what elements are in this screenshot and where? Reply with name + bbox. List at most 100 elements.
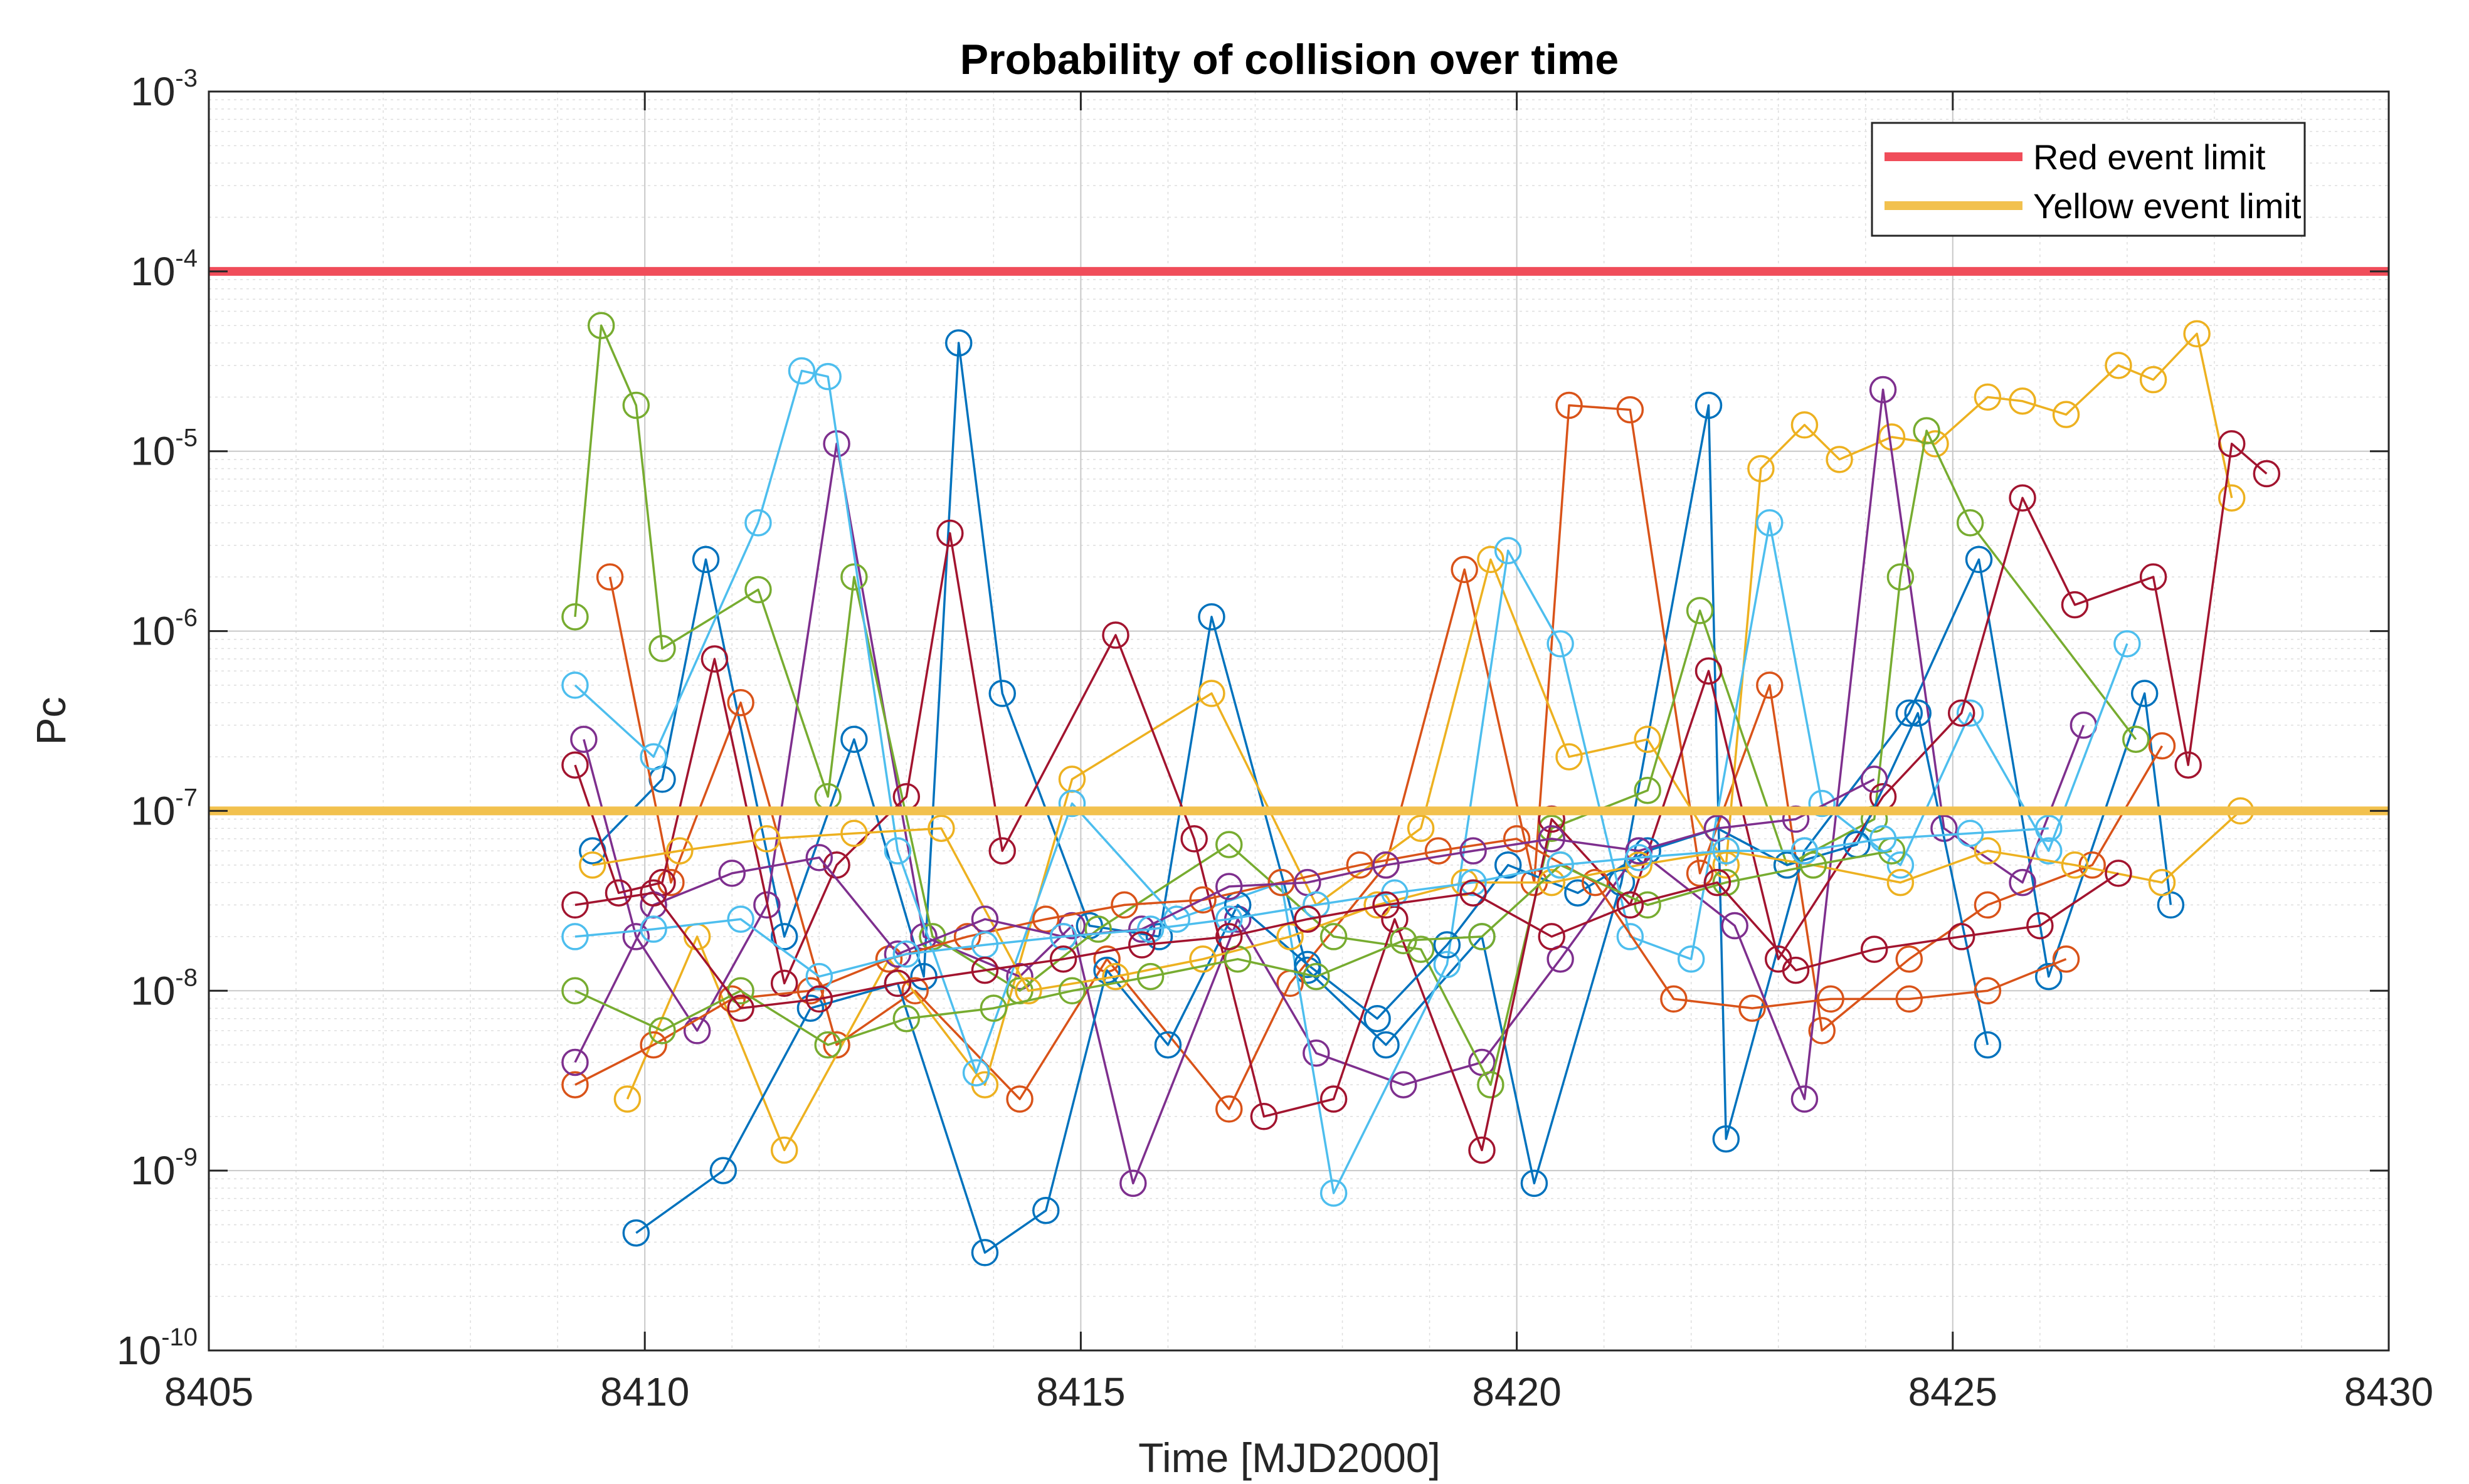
data-point	[1634, 776, 1661, 804]
data-point	[1581, 868, 1609, 897]
data-point	[1799, 851, 1827, 879]
data-point	[1538, 868, 1565, 897]
data-point	[1494, 537, 1522, 565]
data-point	[840, 819, 868, 848]
data-point	[1886, 868, 1915, 897]
series-line	[592, 810, 2241, 992]
data-point	[1215, 1095, 1243, 1123]
data-point	[884, 969, 912, 997]
data-point	[1625, 837, 1653, 865]
data-point	[1006, 962, 1034, 991]
data-point	[1782, 956, 1810, 984]
data-point	[718, 985, 746, 1013]
data-point	[561, 977, 589, 1005]
data-point	[840, 725, 868, 754]
chart-title: Probability of collision over time	[960, 36, 1619, 83]
data-point	[814, 362, 842, 391]
data-point	[1956, 699, 1984, 727]
data-point	[1477, 545, 1504, 574]
series-line	[574, 778, 1875, 1063]
data-point	[1102, 621, 1129, 649]
data-point	[2113, 630, 2141, 658]
data-point	[2174, 751, 2202, 779]
x-tick-label: 8405	[164, 1369, 253, 1414]
data-point	[1555, 743, 1583, 771]
data-point	[2139, 366, 2167, 394]
data-point	[796, 977, 825, 1005]
data-point	[1503, 825, 1531, 853]
data-point	[1860, 935, 1888, 963]
data-point	[944, 329, 973, 357]
series-line	[574, 443, 2268, 1152]
data-point	[1974, 383, 2002, 411]
x-tick-label: 8415	[1036, 1369, 1125, 1414]
y-tick-label: 10-7	[130, 784, 198, 833]
legend-label-red-event-limit: Red event limit	[2033, 137, 2266, 177]
data-point	[1869, 825, 1897, 853]
data-point	[2139, 563, 2167, 591]
data-point	[1555, 391, 1583, 419]
data-point	[1616, 891, 1644, 919]
data-point	[1947, 923, 1975, 950]
data-point	[570, 725, 598, 754]
data-point	[884, 837, 912, 865]
data-point	[971, 956, 999, 984]
data-point	[1372, 891, 1400, 919]
plot-area	[209, 92, 2389, 1350]
data-point	[1468, 923, 1496, 950]
threshold-layer	[209, 266, 2389, 816]
y-tick-label: 10-3	[130, 65, 198, 114]
data-point	[1058, 977, 1086, 1005]
data-point	[666, 837, 694, 865]
data-point	[1015, 977, 1042, 1005]
data-point	[1451, 555, 1478, 584]
data-point	[901, 977, 929, 1005]
legend-box	[1871, 122, 2306, 237]
series-11	[561, 766, 1888, 1076]
data-point	[1363, 1004, 1391, 1033]
data-point	[1974, 1031, 2002, 1059]
data-point	[980, 994, 1008, 1022]
data-point	[2026, 912, 2054, 940]
data-point	[1616, 923, 1644, 950]
y-tick-label: 10-4	[130, 245, 198, 294]
data-point	[579, 851, 606, 879]
data-point	[1084, 915, 1112, 943]
data-point	[788, 357, 816, 385]
data-point	[1049, 923, 1077, 950]
y-tick-label: 10-10	[117, 1323, 198, 1373]
data-point	[1974, 891, 2002, 919]
data-point	[613, 1085, 642, 1113]
data-point	[1407, 814, 1435, 842]
data-point	[2253, 460, 2281, 488]
series-1	[579, 329, 2185, 1197]
data-point	[2218, 484, 2246, 512]
data-point	[1546, 851, 1574, 879]
x-tick-label: 8410	[600, 1369, 689, 1414]
data-point	[1424, 837, 1452, 865]
data-point	[701, 645, 729, 673]
data-point	[1372, 1031, 1400, 1059]
data-point	[640, 879, 667, 907]
y-tick-label: 10-6	[130, 604, 198, 654]
data-point	[640, 915, 667, 943]
data-point	[1319, 923, 1348, 950]
data-point	[1459, 837, 1487, 865]
data-point	[727, 994, 754, 1022]
data-point	[640, 1031, 667, 1059]
data-point	[1319, 1085, 1348, 1113]
data-point	[1198, 603, 1225, 631]
data-point	[1712, 837, 1740, 865]
data-point	[1215, 873, 1243, 900]
data-point	[1032, 1197, 1060, 1224]
plot-background	[209, 92, 2389, 1350]
data-point	[727, 688, 754, 717]
data-point	[770, 1136, 798, 1164]
data-point	[622, 923, 650, 950]
data-point	[1790, 1085, 1819, 1113]
data-point	[1198, 680, 1225, 707]
data-point	[1111, 891, 1138, 919]
data-point	[1303, 1039, 1330, 1067]
data-point	[1808, 1017, 1836, 1045]
data-point	[727, 905, 754, 933]
